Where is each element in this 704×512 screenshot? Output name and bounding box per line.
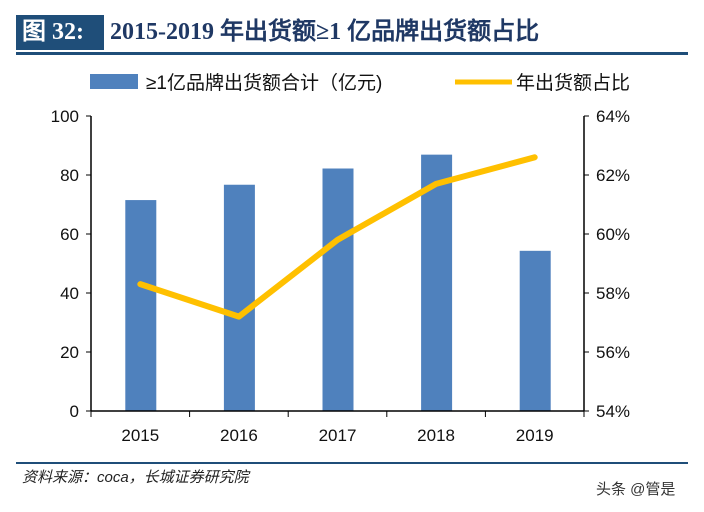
- x-tick-label: 2015: [121, 426, 159, 445]
- bar-2016: [223, 184, 255, 411]
- footer-divider: [16, 462, 688, 464]
- legend-line-label: 年出货额占比: [516, 72, 630, 94]
- right-tick-label: 58%: [596, 284, 630, 303]
- right-tick-label: 62%: [596, 166, 630, 185]
- left-tick-label: 0: [70, 402, 79, 421]
- x-tick-label: 2016: [220, 426, 258, 445]
- x-tick-label: 2018: [417, 426, 455, 445]
- chart-title: 2015-2019 年出货额≥1 亿品牌出货额占比: [110, 19, 540, 45]
- left-tick-label: 40: [60, 284, 79, 303]
- right-tick-label: 60%: [596, 225, 630, 244]
- bar-2017: [322, 168, 354, 411]
- source-note: 资料来源：coca，长城证券研究院: [22, 469, 249, 486]
- right-tick-label: 64%: [596, 107, 630, 126]
- left-tick-label: 60: [60, 225, 79, 244]
- left-tick-label: 20: [60, 343, 79, 362]
- title-bar: 图 32: 2015-2019 年出货额≥1 亿品牌出货额占比: [16, 14, 688, 55]
- x-tick-label: 2019: [516, 426, 554, 445]
- figure-label: 图 32:: [16, 15, 104, 50]
- chart: ≥1亿品牌出货额合计（亿元) 年出货额占比 0 20 40 60 80 100 54% 56% 58…: [51, 72, 630, 445]
- bar-2019: [519, 250, 551, 411]
- left-tick-label: 100: [51, 107, 79, 126]
- x-tick-label: 2017: [319, 426, 357, 445]
- right-tick-label: 54%: [596, 402, 630, 421]
- bar-2015: [125, 200, 157, 411]
- legend-bar-swatch: [90, 74, 138, 89]
- left-tick-label: 80: [60, 166, 79, 185]
- right-tick-label: 56%: [596, 343, 630, 362]
- legend-bar-label: ≥1亿品牌出货额合计（亿元): [146, 72, 382, 94]
- watermark: 头条 @管是: [596, 481, 676, 498]
- bar-2018: [421, 154, 453, 411]
